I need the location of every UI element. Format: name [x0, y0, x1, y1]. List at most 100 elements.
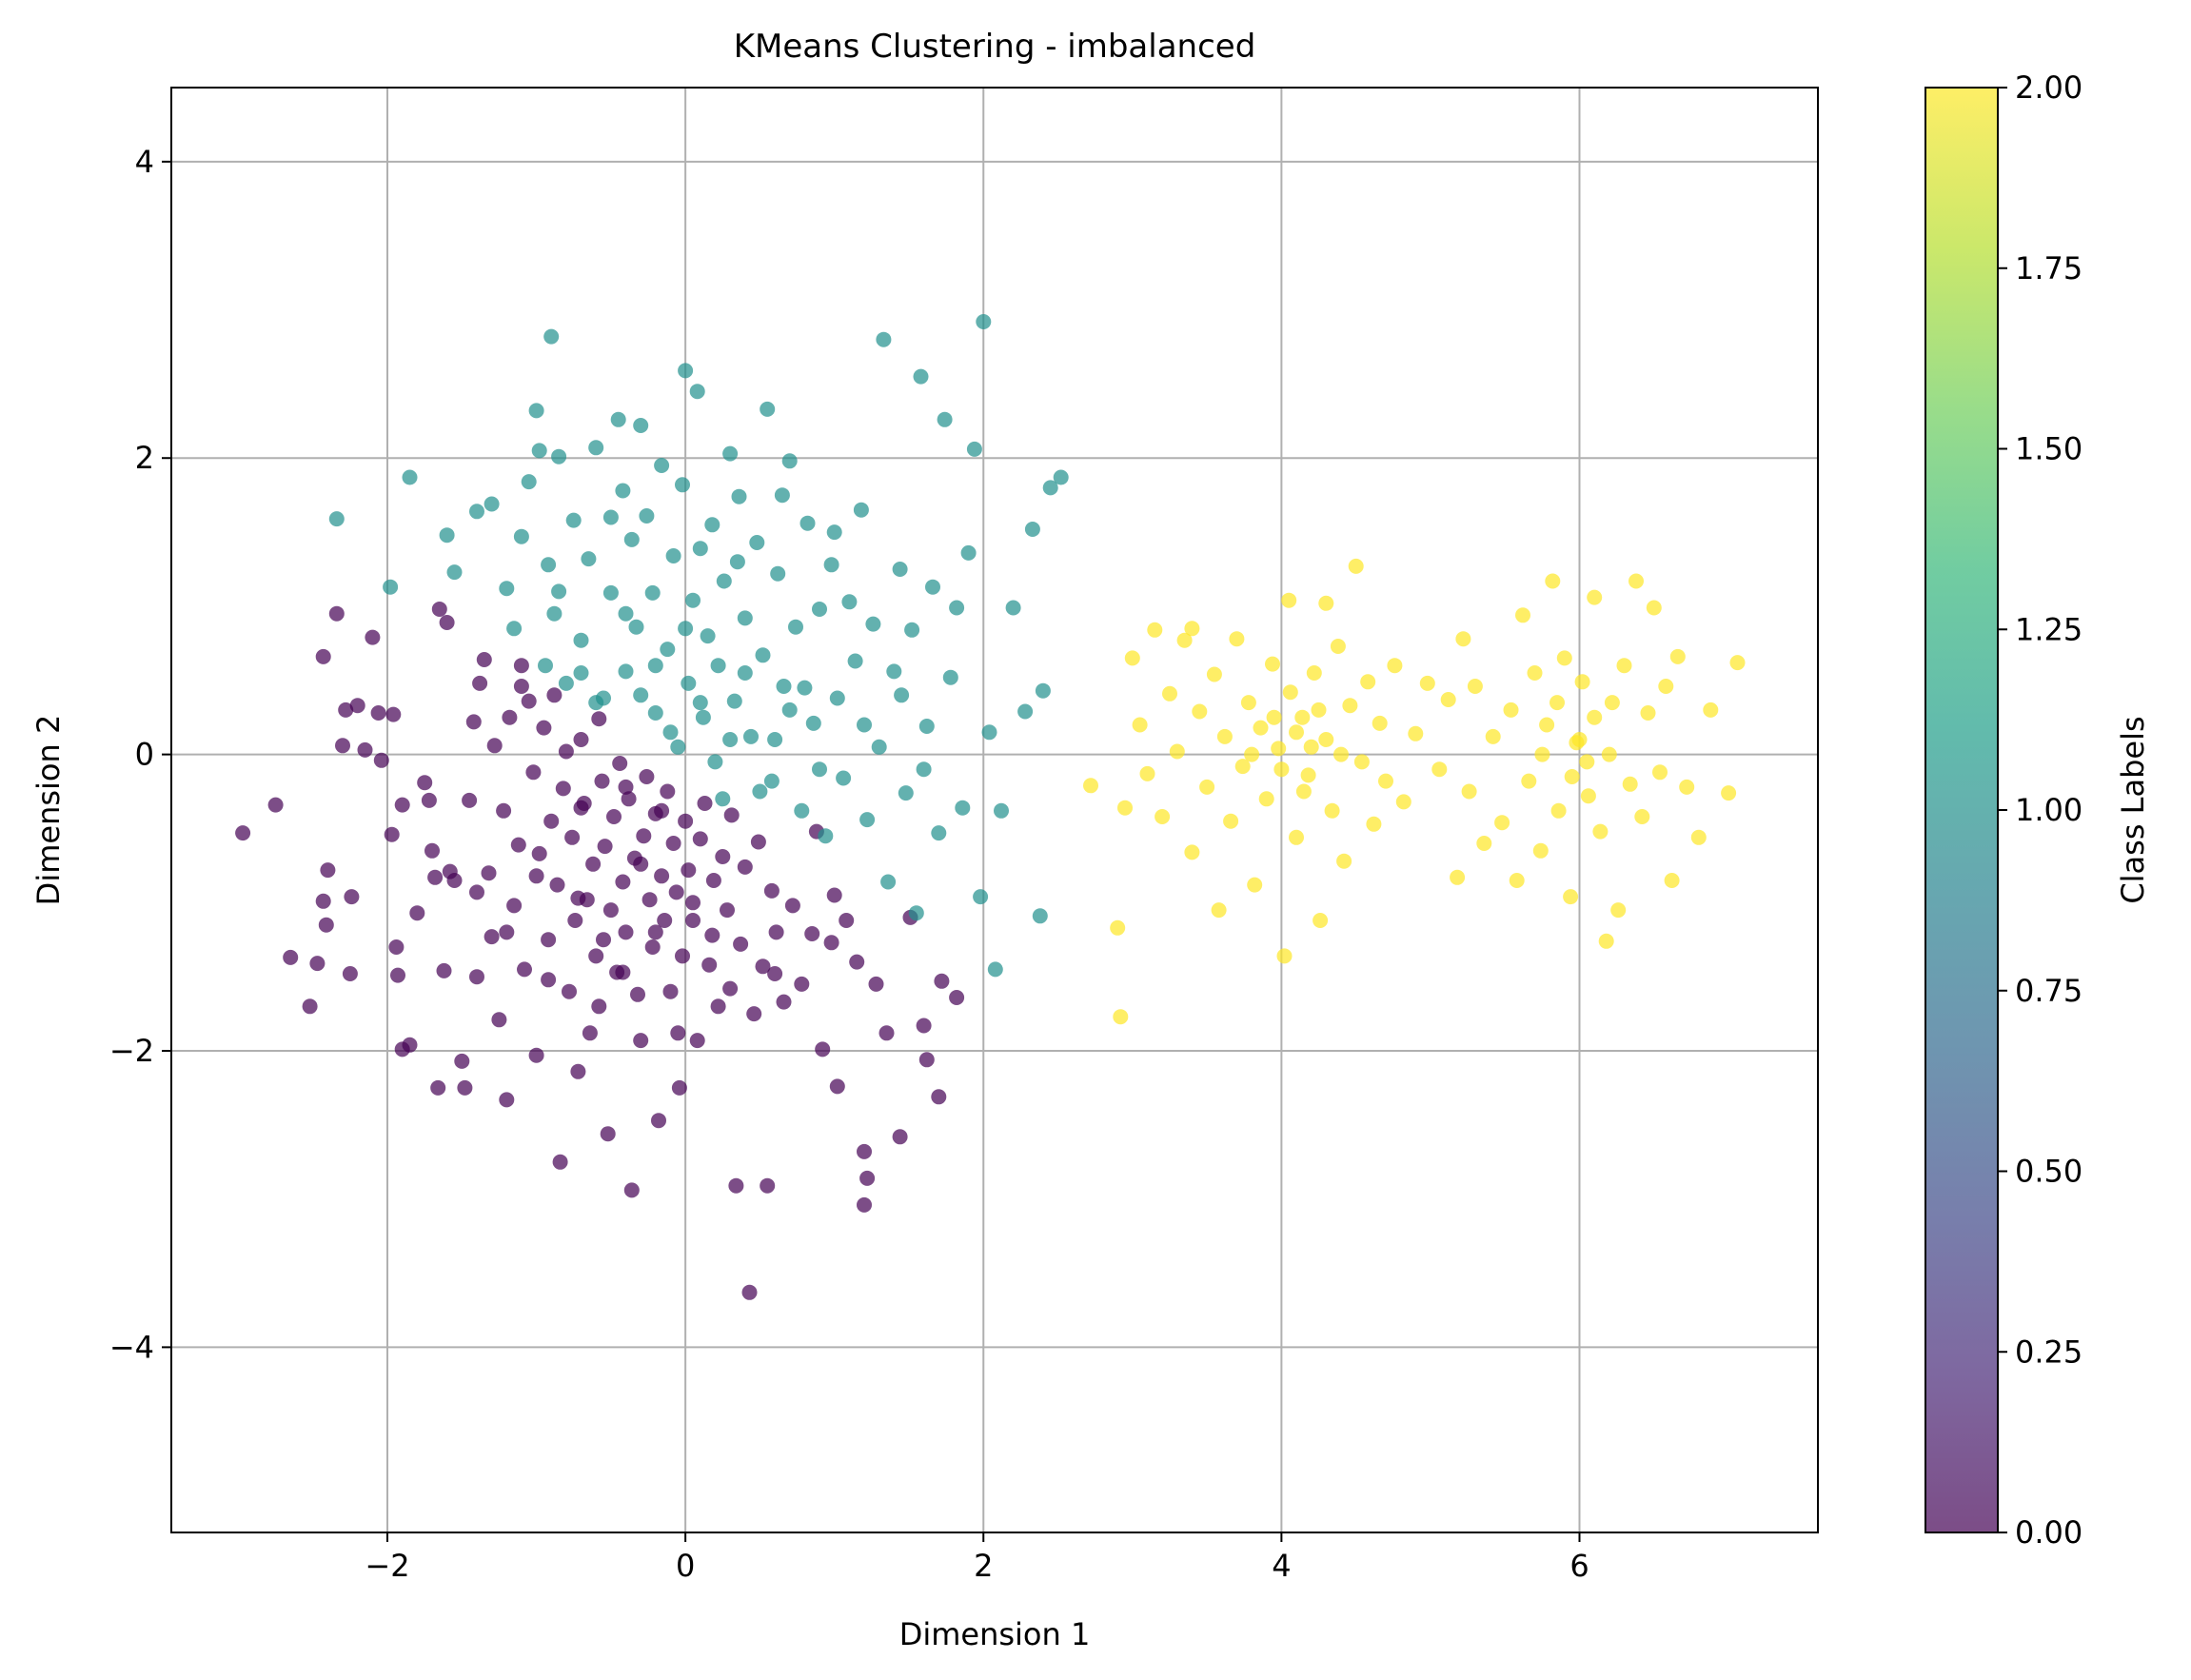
data-point-class-2: [1395, 794, 1411, 810]
data-point-class-0: [728, 1177, 744, 1194]
data-point-class-1: [737, 665, 753, 681]
data-point-class-0: [390, 967, 405, 983]
data-point-class-2: [1664, 873, 1680, 888]
data-point-class-2: [1211, 902, 1227, 919]
data-point-class-0: [491, 1012, 507, 1028]
data-point-class-1: [737, 610, 753, 626]
data-point-class-2: [1574, 674, 1590, 690]
data-point-class-1: [892, 562, 908, 577]
data-point-class-0: [344, 889, 360, 905]
data-point-class-2: [1132, 717, 1148, 733]
data-point-class-2: [1549, 695, 1565, 711]
data-point-class-2: [1253, 720, 1269, 736]
data-point-class-1: [469, 504, 484, 520]
data-point-class-0: [573, 732, 589, 747]
data-point-class-0: [849, 954, 865, 970]
data-point-class-1: [722, 732, 739, 747]
data-point-class-1: [726, 693, 742, 709]
x-tick-label: 0: [676, 1548, 695, 1584]
data-point-class-1: [781, 702, 798, 718]
data-point-class-0: [591, 998, 607, 1015]
data-point-class-0: [499, 1092, 515, 1108]
data-point-class-0: [338, 702, 354, 718]
y-axis-label: Dimension 2: [30, 715, 67, 906]
data-point-class-0: [562, 983, 577, 999]
data-point-class-2: [1455, 631, 1471, 647]
data-point-class-2: [1703, 702, 1719, 718]
data-point-class-2: [1729, 655, 1746, 671]
data-point-class-2: [1616, 658, 1632, 674]
data-point-class-2: [1556, 650, 1572, 666]
colorbar-tick-label: 0.00: [2015, 1514, 2082, 1551]
data-point-class-1: [644, 584, 661, 601]
data-point-class-0: [570, 1063, 586, 1079]
data-point-class-1: [633, 418, 649, 433]
data-point-class-2: [1281, 592, 1297, 608]
data-point-class-1: [829, 690, 845, 706]
data-point-class-0: [671, 1079, 687, 1096]
data-point-class-0: [546, 687, 563, 703]
data-point-class-0: [642, 892, 658, 908]
data-point-class-1: [513, 528, 529, 544]
data-point-class-1: [955, 800, 971, 816]
data-point-class-1: [707, 754, 723, 770]
data-point-class-0: [760, 1177, 776, 1194]
data-point-class-2: [1431, 761, 1448, 778]
y-tick-label: −4: [109, 1329, 154, 1365]
data-point-class-2: [1300, 767, 1316, 783]
data-point-class-2: [1124, 650, 1140, 666]
data-point-class-1: [610, 411, 626, 427]
data-point-class-2: [1622, 776, 1638, 792]
x-tick-label: 6: [1569, 1548, 1589, 1584]
data-point-class-2: [1450, 869, 1466, 885]
data-point-class-2: [1534, 746, 1550, 762]
data-point-class-0: [283, 949, 299, 965]
data-point-class-2: [1083, 778, 1098, 794]
data-point-class-0: [918, 1052, 935, 1068]
data-point-class-0: [763, 882, 780, 899]
data-point-class-0: [662, 983, 679, 999]
data-point-class-2: [1147, 622, 1163, 638]
data-point-class-0: [349, 698, 365, 714]
data-point-class-1: [847, 653, 863, 669]
data-point-class-1: [528, 403, 544, 419]
data-point-class-0: [670, 1025, 686, 1041]
data-point-class-2: [1240, 695, 1256, 711]
data-point-class-1: [937, 411, 953, 427]
data-point-class-0: [513, 658, 529, 674]
data-point-class-1: [755, 647, 771, 663]
data-point-class-1: [749, 535, 765, 550]
data-point-class-2: [1579, 754, 1595, 770]
data-point-class-0: [651, 1113, 666, 1129]
data-point-class-1: [894, 687, 910, 703]
data-point-class-0: [633, 856, 649, 872]
data-point-class-0: [555, 781, 571, 797]
data-point-class-2: [1408, 725, 1424, 741]
data-point-class-2: [1658, 679, 1674, 694]
data-point-class-0: [710, 998, 726, 1015]
data-point-class-1: [678, 363, 694, 379]
data-point-class-1: [531, 443, 547, 459]
data-point-class-1: [942, 669, 958, 685]
data-point-class-2: [1184, 844, 1200, 860]
data-point-class-2: [1258, 791, 1274, 807]
data-point-class-0: [541, 932, 557, 948]
data-point-class-0: [373, 752, 389, 768]
data-point-class-0: [823, 935, 839, 951]
data-point-class-0: [558, 743, 574, 760]
data-point-class-1: [499, 581, 515, 597]
data-point-class-0: [417, 775, 433, 791]
data-point-class-0: [660, 783, 676, 800]
data-point-class-2: [1336, 853, 1352, 869]
data-point-class-2: [1527, 665, 1543, 681]
data-point-class-0: [878, 1025, 895, 1041]
data-point-class-1: [931, 825, 947, 841]
data-point-class-0: [465, 714, 482, 730]
data-point-class-0: [639, 769, 655, 784]
data-point-class-0: [528, 868, 544, 884]
data-point-class-1: [812, 761, 827, 778]
data-point-class-1: [871, 739, 887, 755]
data-point-class-2: [1184, 621, 1200, 637]
data-point-class-1: [618, 605, 634, 622]
